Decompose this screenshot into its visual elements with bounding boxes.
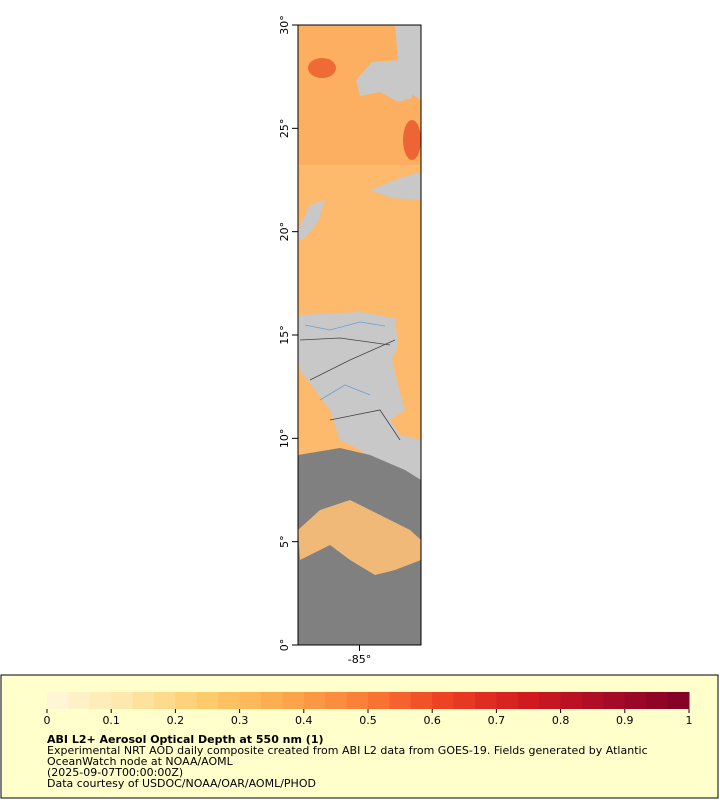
land <box>370 172 421 200</box>
colorbar-swatch <box>175 692 198 709</box>
colorbar-swatch <box>111 692 134 709</box>
colorbar-swatch <box>132 692 155 709</box>
caption-line: OceanWatch node at NOAA/AOML <box>47 755 234 768</box>
lat-tick-label: 10° <box>278 429 291 449</box>
colorbar-swatch <box>475 692 497 709</box>
border-line <box>299 337 401 441</box>
colorbar-tick-label: 0.6 <box>423 714 441 727</box>
aerosol-high <box>308 58 336 78</box>
colorbar-swatch <box>410 692 433 709</box>
colorbar-swatch <box>261 692 283 709</box>
colorbar-tick-label: 0.7 <box>488 714 506 727</box>
colorbar-swatch <box>303 692 326 709</box>
lat-tick-label: 5° <box>278 535 291 548</box>
caption-line: Experimental NRT AOD daily composite cre… <box>47 744 648 757</box>
colorbar-tick-label: 0.5 <box>359 714 377 727</box>
colorbar-swatch <box>582 692 604 709</box>
colorbar: 0 0.1 0.2 0.3 0.4 0.5 0.6 0.7 0.8 0.9 1 <box>44 692 693 727</box>
aerosol-high <box>403 120 421 160</box>
river-line <box>304 321 386 401</box>
colorbar-swatch <box>239 692 262 709</box>
colorbar-swatch <box>539 692 562 709</box>
colorbar-swatch <box>603 692 626 709</box>
colorbar-swatch <box>389 692 412 709</box>
colorbar-swatch <box>453 692 476 709</box>
colorbar-swatch <box>560 692 583 709</box>
colorbar-swatch <box>218 692 241 709</box>
colorbar-tick-label: 0.2 <box>167 714 185 727</box>
caption-line: Data courtesy of USDOC/NOAA/OAR/AOML/PHO… <box>47 777 316 790</box>
lat-tick-label: 20° <box>278 222 291 242</box>
colorbar-swatch <box>346 692 369 709</box>
colorbar-swatch <box>68 692 91 709</box>
colorbar-swatch <box>624 692 647 709</box>
lat-tick-label: 30° <box>278 15 291 35</box>
colorbar-swatch <box>282 692 305 709</box>
lat-tick-label: 15° <box>278 325 291 345</box>
colorbar-tick-label: 0.9 <box>616 714 634 727</box>
land <box>298 312 421 480</box>
map-image <box>297 24 422 646</box>
land <box>298 200 325 240</box>
colorbar-swatch <box>325 692 348 709</box>
colorbar-swatch <box>646 692 669 709</box>
aerosol-field <box>298 500 421 575</box>
colorbar-swatch <box>47 692 69 709</box>
colorbar-tick-label: 1 <box>686 714 693 727</box>
caption-line: (2025-09-07T00:00:00Z) <box>47 766 183 779</box>
lat-tick-label: 25° <box>278 119 291 139</box>
lat-tick-label: 0° <box>278 639 291 652</box>
colorbar-swatch <box>368 692 390 709</box>
colorbar-tick-label: 0.4 <box>295 714 313 727</box>
caption-title: ABI L2+ Aerosol Optical Depth at 550 nm … <box>47 733 324 746</box>
colorbar-swatch <box>196 692 219 709</box>
colorbar-tick-label: 0.3 <box>231 714 249 727</box>
colorbar-swatch <box>667 692 690 709</box>
colorbar-tick-label: 0.8 <box>552 714 570 727</box>
colorbar-swatch <box>154 692 176 709</box>
colorbar-swatch <box>89 692 112 709</box>
colorbar-swatch <box>432 692 455 709</box>
land <box>356 60 412 102</box>
colorbar-swatch <box>517 692 540 709</box>
colorbar-tick-label: 0 <box>44 714 51 727</box>
colorbar-swatch <box>496 692 519 709</box>
lon-tick-label: -85° <box>348 653 371 666</box>
colorbar-tick-label: 0.1 <box>102 714 120 727</box>
land <box>395 25 421 100</box>
map-axes: 0° 5° 10° 15° 20° 25° 30° -85° <box>278 15 371 666</box>
